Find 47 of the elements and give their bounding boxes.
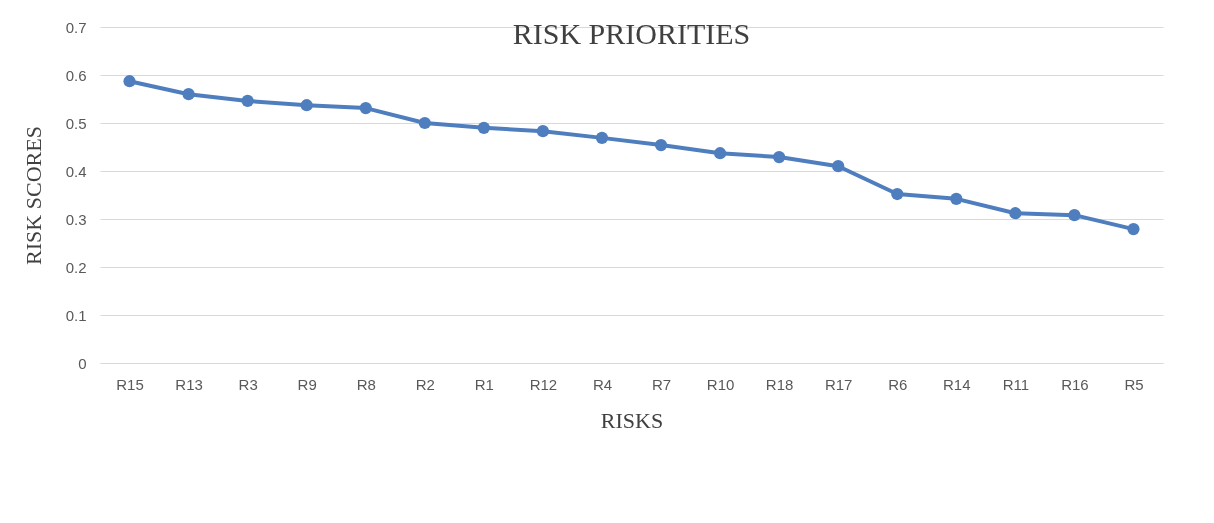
point <box>1127 222 1140 236</box>
x-tick-label: R14 <box>943 375 971 393</box>
x-axis-title: RISKS <box>600 407 664 433</box>
x-tick-label: R12 <box>529 375 558 393</box>
point <box>300 99 313 112</box>
point <box>713 147 727 160</box>
x-tick-label: R7 <box>651 375 672 393</box>
point <box>123 75 136 88</box>
x-tick-label: R10 <box>706 375 735 393</box>
point <box>1068 209 1081 222</box>
y-tick-label: 0.2 <box>65 258 87 276</box>
point <box>950 192 963 205</box>
point <box>359 102 372 115</box>
x-tick-label: R18 <box>765 375 794 393</box>
x-tick-label: R4 <box>592 375 613 393</box>
x-tick-label: R5 <box>1124 375 1144 393</box>
x-tick-label: R6 <box>888 375 908 393</box>
point <box>595 131 609 144</box>
x-tick-label: R2 <box>415 375 435 393</box>
x-tick-label: R13 <box>175 375 203 393</box>
y-tick-label: 0.7 <box>65 18 87 36</box>
point <box>182 88 195 101</box>
x-tick-label: R11 <box>1002 375 1030 393</box>
x-tick-label: R15 <box>116 375 144 393</box>
point <box>418 116 431 130</box>
point <box>477 121 490 134</box>
y-tick-label: 0.3 <box>65 210 87 228</box>
x-tick-label: R17 <box>824 375 853 393</box>
point <box>654 138 668 152</box>
y-tick-label: 0.4 <box>65 162 87 180</box>
point <box>1009 207 1022 220</box>
x-tick-label: R1 <box>474 375 494 393</box>
x-tick-label: R9 <box>297 375 317 393</box>
x-tick-label: R8 <box>356 375 376 393</box>
y-axis-title: RISK SCORES <box>20 126 46 265</box>
point <box>773 150 786 164</box>
y-tick-label: 0.6 <box>65 66 87 84</box>
point <box>832 160 845 173</box>
point <box>536 125 550 138</box>
chart-title: RISK PRIORITIES <box>512 17 751 50</box>
x-tick-label: R16 <box>1061 375 1089 393</box>
y-tick-label: 0 <box>78 354 87 372</box>
x-tick-label: R3 <box>238 375 258 393</box>
y-tick-label: 0.5 <box>65 114 87 132</box>
point <box>891 187 904 201</box>
y-tick-label: 0.1 <box>65 306 87 324</box>
point <box>241 94 254 108</box>
